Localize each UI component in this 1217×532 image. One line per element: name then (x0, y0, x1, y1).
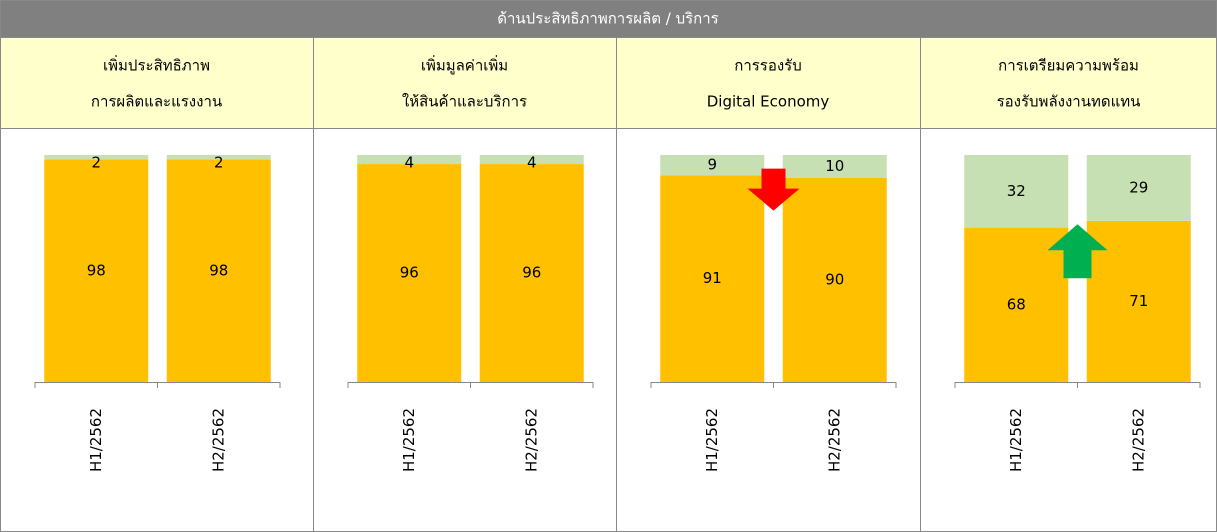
bar-segment (782, 177, 887, 382)
data-label: 98 (209, 261, 228, 279)
trend-arrow (747, 168, 800, 211)
column-title: การรองรับ (734, 57, 802, 75)
x-tick-label: H1/2562 (87, 408, 105, 472)
bar-segment (357, 155, 462, 165)
bar-segment (357, 164, 462, 382)
column-title: เพิ่มประสิทธิภาพ (103, 55, 210, 75)
data-label: 4 (404, 154, 414, 172)
bar-segment (782, 155, 887, 178)
data-label: 4 (527, 154, 537, 172)
data-label: 29 (1129, 178, 1148, 196)
column-subtitle: ให้สินค้าและบริการ (402, 93, 527, 111)
bar-segment (479, 155, 584, 165)
bar-segment (166, 155, 271, 160)
header-bg (0, 0, 1217, 37)
x-tick-label: H2/2562 (825, 408, 843, 472)
column-subtitle: Digital Economy (707, 93, 830, 111)
x-tick-label: H1/2562 (703, 408, 721, 472)
column-subtitle: การผลิตและแรงงาน (91, 93, 222, 111)
bar-segment (660, 155, 765, 176)
x-tick-label: H1/2562 (400, 408, 418, 472)
bar-segment (964, 227, 1069, 382)
data-label: 71 (1129, 292, 1148, 310)
bar-segment (166, 159, 271, 382)
data-label: 91 (703, 269, 722, 287)
bar-segment (44, 155, 149, 160)
data-label: 2 (91, 154, 101, 172)
data-label: 32 (1007, 182, 1026, 200)
bar-segment (1086, 155, 1191, 221)
header-title: ด้านประสิทธิภาพการผลิต / บริการ (497, 10, 718, 28)
data-label: 96 (522, 264, 541, 282)
data-label: 90 (825, 270, 844, 288)
bar-segment (44, 159, 149, 382)
column-title: เพิ่มมูลค่าเพิ่ม (421, 55, 508, 75)
data-label: 68 (1007, 295, 1026, 313)
x-tick-label: H2/2562 (209, 408, 227, 472)
bar-segment (660, 175, 765, 382)
x-tick-label: H2/2562 (522, 408, 540, 472)
x-tick-label: H2/2562 (1129, 408, 1147, 472)
column-subtitle: รองรับพลังงานทดแทน (997, 93, 1141, 111)
bar-segment (479, 164, 584, 382)
data-label: 98 (87, 261, 106, 279)
data-label: 10 (825, 157, 844, 175)
data-label: 9 (707, 156, 717, 174)
column-header-bg (0, 37, 1217, 128)
data-label: 96 (400, 264, 419, 282)
x-tick-label: H1/2562 (1007, 408, 1025, 472)
bar-segment (964, 155, 1069, 228)
data-label: 2 (214, 154, 224, 172)
column-title: การเตรียมความพร้อม (998, 57, 1139, 75)
trend-arrow (1047, 224, 1108, 279)
